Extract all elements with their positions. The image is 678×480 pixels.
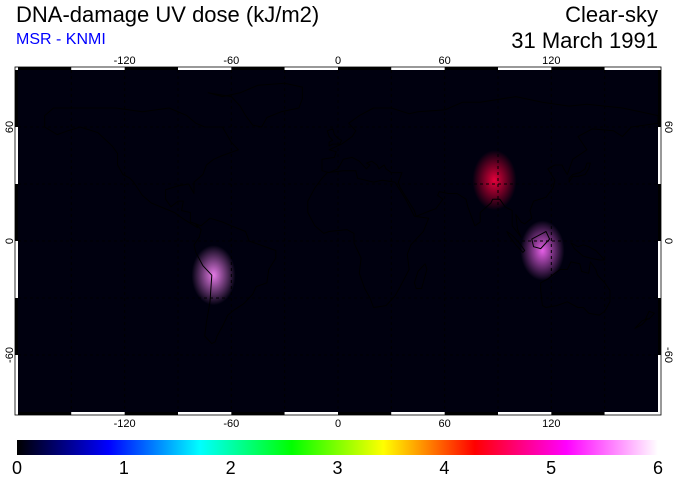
- date-label: 31 March 1991: [511, 28, 658, 53]
- lat-tick-label-left: -60: [4, 347, 16, 363]
- coastline-9: [570, 242, 606, 261]
- coastline-7: [506, 231, 526, 253]
- frame-bottom-segment: [71, 412, 125, 415]
- map-frame: [14, 66, 662, 416]
- coastline-0: [44, 107, 239, 229]
- coastlines: [44, 82, 659, 345]
- frame-bottom-segment: [498, 412, 552, 415]
- frame-bottom-segment: [284, 412, 338, 415]
- frame-bottom-segment: [551, 412, 605, 415]
- coastline-10: [568, 162, 591, 183]
- coastline-13: [634, 318, 648, 329]
- frame-left-segment: [15, 127, 18, 184]
- source-label: MSR - KNMI: [16, 31, 106, 48]
- chart-title: DNA-damage UV dose (kJ/m2): [16, 2, 320, 27]
- coastline-12: [645, 310, 655, 320]
- graticule: [18, 70, 658, 412]
- coastline-5: [326, 128, 343, 147]
- lon-tick-label-top: -60: [223, 55, 239, 67]
- colorbar-tick-label: 0: [11, 458, 23, 478]
- frame-bottom-segment: [444, 412, 498, 415]
- frame-left-segment: [15, 241, 18, 298]
- coastline-1: [193, 217, 277, 345]
- lon-tick-label-bottom: 0: [335, 418, 341, 430]
- frame-top-segment: [231, 67, 285, 70]
- frame-right-segment: [658, 184, 661, 241]
- frame-right-segment: [658, 241, 661, 298]
- hotspot-maritime-continent: [520, 220, 565, 281]
- colorbar-tick-label: 3: [332, 458, 343, 478]
- coastline-6: [207, 82, 303, 128]
- lat-tick-label-left: 0: [4, 238, 16, 244]
- colorbar-tick-label: 2: [225, 458, 236, 478]
- frame-outline: [14, 66, 662, 416]
- frame-bottom-segment: [391, 412, 445, 415]
- frame-left-segment: [15, 70, 18, 127]
- lon-tick-label-top: -120: [114, 55, 136, 67]
- coastline-2: [307, 170, 430, 308]
- frame-top-segment: [18, 67, 72, 70]
- lat-tick-label-left: 60: [4, 121, 16, 133]
- hotspot-tibetan-plateau: [472, 150, 517, 211]
- lon-tick-label-bottom: -120: [114, 418, 136, 430]
- condition-label: Clear-sky: [565, 2, 658, 27]
- frame-left-segment: [15, 184, 18, 241]
- lat-tick-label-right: 0: [662, 238, 674, 244]
- frame-bottom-segment: [338, 412, 392, 415]
- frame-top-segment: [604, 67, 658, 70]
- coastline-11: [413, 263, 428, 289]
- frame-right-segment: [658, 70, 661, 127]
- frame-top-segment: [551, 67, 605, 70]
- frame-bottom-segment: [18, 412, 72, 415]
- frame-left-segment: [15, 355, 18, 412]
- frame-right-segment: [658, 127, 661, 184]
- lon-tick-label-bottom: -60: [223, 418, 239, 430]
- frame-top-segment: [498, 67, 552, 70]
- lon-tick-label-top: 0: [335, 55, 341, 67]
- lon-tick-label-bottom: 120: [542, 418, 560, 430]
- frame-top-segment: [338, 67, 392, 70]
- frame-top-segment: [444, 67, 498, 70]
- frame-top-segment: [71, 67, 125, 70]
- colorbar-tick-label: 1: [118, 458, 129, 478]
- lon-tick-label-top: 120: [542, 55, 560, 67]
- frame-top-segment: [391, 67, 445, 70]
- coastline-4: [540, 261, 611, 316]
- frame-left-segment: [15, 298, 18, 355]
- frame-bottom-segment: [604, 412, 658, 415]
- colorbar-tick-label: 4: [439, 458, 450, 478]
- frame-top-segment: [124, 67, 178, 70]
- frame-right-segment: [658, 298, 661, 355]
- lon-tick-label-top: 60: [439, 55, 451, 67]
- colorbar-tick-label: 5: [546, 458, 557, 478]
- frame-bottom-segment: [178, 412, 232, 415]
- frame-top-segment: [284, 67, 338, 70]
- frame-bottom-segment: [231, 412, 285, 415]
- colorbar: [17, 440, 658, 455]
- frame-right-segment: [658, 355, 661, 412]
- frame-bottom-segment: [124, 412, 178, 415]
- hotspot-andes: [191, 245, 236, 306]
- frame-top-segment: [178, 67, 232, 70]
- coastline-8: [531, 231, 551, 250]
- lon-tick-label-bottom: 60: [439, 418, 451, 430]
- coastline-3: [321, 96, 659, 238]
- lat-tick-label-right: -60: [662, 347, 674, 363]
- lat-tick-label-right: 60: [662, 121, 674, 133]
- colorbar-tick-label: 6: [652, 458, 664, 478]
